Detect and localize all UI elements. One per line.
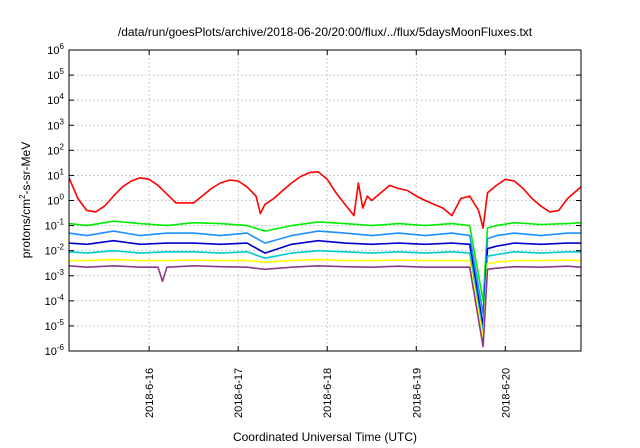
y-tick-label-exp: 6 bbox=[60, 42, 65, 51]
y-tick-label: 101 bbox=[47, 167, 64, 182]
series-line-1 bbox=[68, 220, 582, 302]
y-tick-label-exp: 4 bbox=[60, 92, 65, 101]
y-tick-label: 105 bbox=[47, 67, 64, 82]
x-tick-label: 2018-6-16 bbox=[144, 368, 156, 418]
series-line-6 bbox=[68, 265, 582, 348]
y-axis-title: protons/cm2-s-sr-MeV bbox=[18, 142, 33, 258]
y-tick-label-base: 10 bbox=[47, 70, 59, 82]
y-tick-label-exp: 1 bbox=[60, 167, 65, 176]
series-group bbox=[68, 171, 582, 348]
y-tick-label-base: 10 bbox=[45, 271, 57, 283]
series-line-2 bbox=[68, 230, 581, 315]
y-axis: 10-610-510-410-310-210-11001011021031041… bbox=[45, 42, 581, 358]
x-tick-label: 2018-6-19 bbox=[411, 368, 423, 418]
y-tick-label-base: 10 bbox=[47, 95, 59, 107]
y-tick-label-base: 10 bbox=[45, 246, 57, 258]
y-tick-label-base: 10 bbox=[47, 145, 59, 157]
y-tick-label: 10-4 bbox=[45, 293, 65, 308]
y-tick-label-exp: -6 bbox=[57, 343, 65, 352]
y-tick-label-exp: 2 bbox=[60, 142, 65, 151]
y-tick-label: 104 bbox=[47, 92, 64, 107]
x-tick-label: 2018-6-17 bbox=[233, 368, 245, 418]
y-tick-label-base: 10 bbox=[45, 321, 57, 333]
y-tick-label-base: 10 bbox=[45, 296, 57, 308]
y-tick-label: 10-5 bbox=[45, 318, 65, 333]
y-tick-label-exp: 0 bbox=[60, 193, 65, 202]
y-tick-label-base: 10 bbox=[47, 45, 59, 57]
y-axis-title-sup: 2 bbox=[18, 194, 27, 199]
series-line-4 bbox=[68, 249, 581, 335]
x-tick-label: 2018-6-18 bbox=[322, 368, 334, 418]
y-axis-title-base: protons/cm bbox=[19, 199, 33, 258]
series-line-0 bbox=[68, 171, 582, 229]
y-tick-label-exp: 3 bbox=[60, 117, 65, 126]
y-tick-label: 10-3 bbox=[45, 268, 65, 283]
y-tick-label-base: 10 bbox=[47, 170, 59, 182]
y-tick-label-base: 10 bbox=[47, 120, 59, 132]
y-tick-label-base: 10 bbox=[47, 196, 59, 208]
y-tick-label: 10-1 bbox=[45, 218, 65, 233]
y-tick-label-base: 10 bbox=[45, 346, 57, 358]
y-tick-label: 103 bbox=[47, 117, 64, 132]
y-tick-label-exp: -2 bbox=[57, 243, 65, 252]
chart-title: /data/run/goesPlots/archive/2018-06-20/2… bbox=[118, 25, 533, 39]
y-tick-label-exp: -3 bbox=[57, 268, 65, 277]
y-tick-label: 10-2 bbox=[45, 243, 65, 258]
series-line-5 bbox=[69, 258, 582, 340]
x-axis: 2018-6-16 2018-6-17 2018-6-18 2018-6-19 2018… bbox=[144, 50, 512, 418]
series-line-3 bbox=[68, 239, 581, 327]
y-tick-label: 102 bbox=[47, 142, 64, 157]
y-tick-label-base: 10 bbox=[45, 221, 57, 233]
y-tick-label: 106 bbox=[47, 42, 64, 57]
x-tick-label: 2018-6-20 bbox=[500, 368, 512, 418]
y-axis-title-rest: -s-sr-MeV bbox=[19, 142, 33, 195]
y-tick-label: 100 bbox=[47, 193, 64, 208]
y-tick-label-exp: -5 bbox=[57, 318, 65, 327]
y-tick-label-exp: -1 bbox=[57, 218, 65, 227]
y-tick-label-exp: -4 bbox=[57, 293, 65, 302]
y-tick-label-exp: 5 bbox=[60, 67, 65, 76]
x-axis-title: Coordinated Universal Time (UTC) bbox=[233, 430, 417, 444]
y-tick-label: 10-6 bbox=[45, 343, 65, 358]
